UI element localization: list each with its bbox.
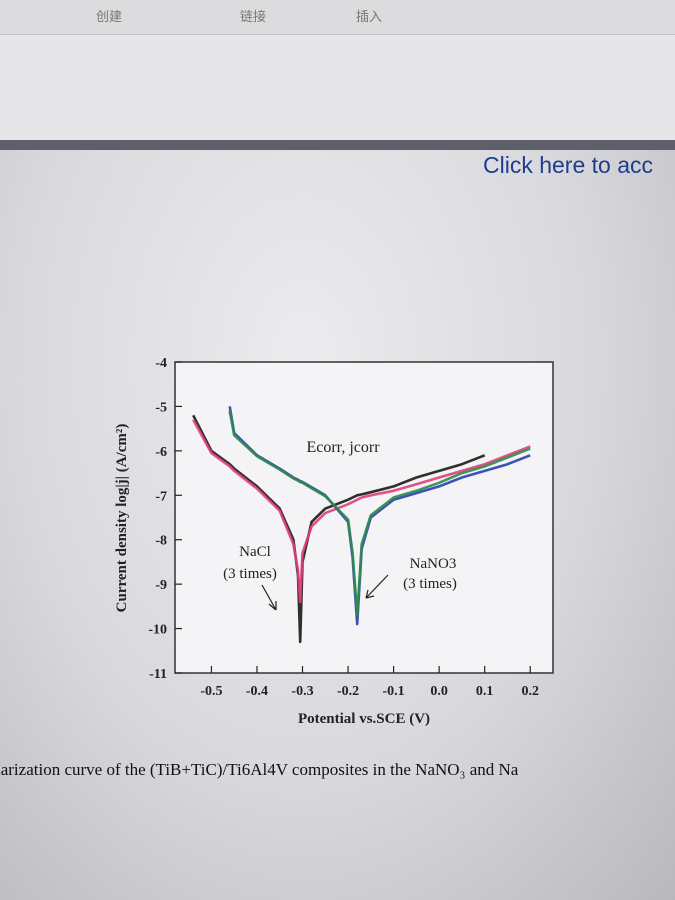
- y-tick-label: -7: [155, 489, 167, 504]
- y-tick-label: -4: [155, 356, 167, 371]
- toolbar-item[interactable]: 创建: [96, 10, 123, 25]
- annotation: NaNO3: [410, 556, 457, 572]
- series-line: [192, 414, 486, 644]
- arrows: [261, 574, 389, 611]
- annotation: (3 times): [403, 576, 457, 592]
- divider: [0, 140, 675, 150]
- figure-caption: larization curve of the (TiB+TiC)/Ti6Al4…: [0, 760, 519, 779]
- x-tick-label: 0.0: [430, 684, 448, 699]
- y-tick-label: -6: [155, 445, 167, 460]
- x-tick-label: 0.1: [476, 684, 494, 699]
- x-tick-label: -0.4: [246, 684, 268, 699]
- x-axis-label: Potential vs.SCE (V): [298, 711, 430, 727]
- toolbar-item[interactable]: 插入: [356, 10, 383, 25]
- y-tick-label: -9: [155, 578, 167, 593]
- y-tick-label: -11: [149, 667, 167, 682]
- plot-frame: [174, 361, 554, 674]
- y-tick-label: -10: [148, 623, 167, 638]
- y-axis-label: Current density log|j| (A/cm²): [114, 424, 130, 613]
- toolbar-item[interactable]: 链接: [240, 10, 267, 25]
- toolbar: 创建 链接 插入: [0, 0, 675, 35]
- series-line: [228, 410, 531, 617]
- annotation: NaCl: [239, 544, 271, 560]
- annotation: Ecorr, jcorr: [306, 439, 380, 456]
- x-tick-label: -0.2: [337, 684, 359, 699]
- x-tick-label: -0.3: [291, 684, 313, 699]
- y-tick-label: -8: [155, 534, 167, 549]
- y-tick-label: -5: [155, 400, 167, 415]
- ribbon: [0, 35, 675, 140]
- x-tick-label: -0.5: [200, 684, 222, 699]
- annotation: (3 times): [223, 566, 277, 582]
- x-tick-label: 0.2: [521, 684, 539, 699]
- x-tick-label: -0.1: [383, 684, 405, 699]
- access-link[interactable]: Click here to acc: [483, 152, 654, 178]
